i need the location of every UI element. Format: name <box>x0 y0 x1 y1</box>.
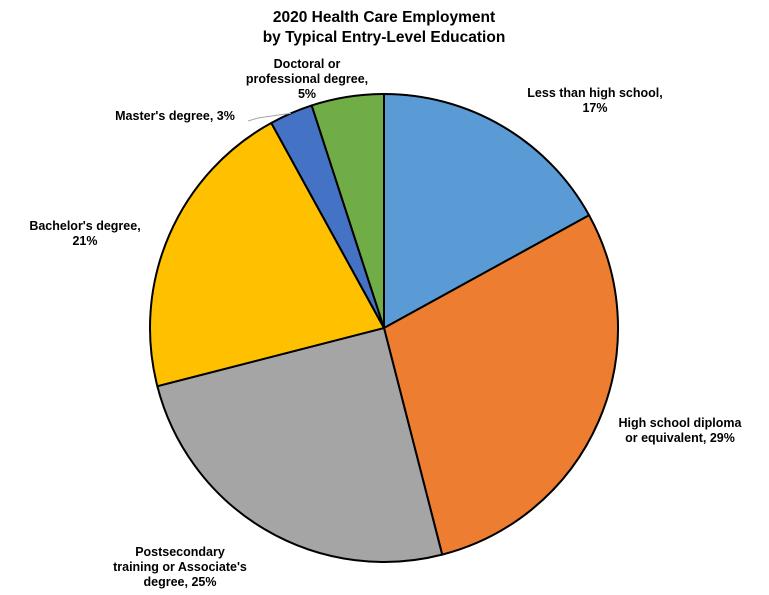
data-label-postsecondary-training-or-associate-s-degree: Postsecondary training or Associate's degr… <box>113 545 247 589</box>
data-label-line: Master's degree, 3% <box>115 109 235 123</box>
leader-line-masters <box>247 112 292 122</box>
chart-title-line-2: by Typical Entry-Level Education <box>263 29 506 46</box>
data-label-line: professional degree, <box>246 72 368 86</box>
pie-slice-doctoral-or-professional-degree <box>310 93 385 329</box>
slice-labels: Less than high school, 17% High school dip… <box>29 57 742 589</box>
data-label-line: 5% <box>298 87 316 101</box>
data-label-line: Less than high school, <box>527 86 662 100</box>
data-label-less-than-high-school: Less than high school, 17% <box>527 86 662 115</box>
data-label-line: degree, 25% <box>144 575 217 589</box>
data-label-line: High school diploma <box>619 416 743 430</box>
data-label-line: Postsecondary <box>135 545 225 559</box>
data-label-line: training or Associate's <box>113 560 247 574</box>
pie-slice-postsecondary-training-or-associate-s-degree <box>156 327 444 563</box>
data-label-line: 17% <box>582 101 607 115</box>
data-label-doctoral-or-professional-degree: Doctoral or professional degree, 5% <box>246 57 368 101</box>
data-label-line: 21% <box>72 234 97 248</box>
pie-slice-high-school-diploma-or-equivalent <box>383 214 619 556</box>
data-label-line: or equivalent, 29% <box>625 431 735 445</box>
pie-slice-bachelor-s-degree <box>149 121 385 388</box>
data-label-line: Doctoral or <box>274 57 341 71</box>
chart-title: 2020 Health Care Employment by Typical E… <box>263 9 506 46</box>
data-label-bachelor-s-degree: Bachelor's degree, 21% <box>29 219 140 248</box>
leader-lines <box>247 112 292 122</box>
data-label-high-school-diploma-or-equivalent: High school diploma or equivalent, 29% <box>619 416 743 445</box>
chart-title-line-1: 2020 Health Care Employment <box>273 9 495 26</box>
data-label-line: Bachelor's degree, <box>29 219 140 233</box>
data-label-master-s-degree: Master's degree, 3% <box>115 109 235 123</box>
pie-slices <box>149 93 619 563</box>
pie-slice-less-than-high-school <box>383 93 591 329</box>
